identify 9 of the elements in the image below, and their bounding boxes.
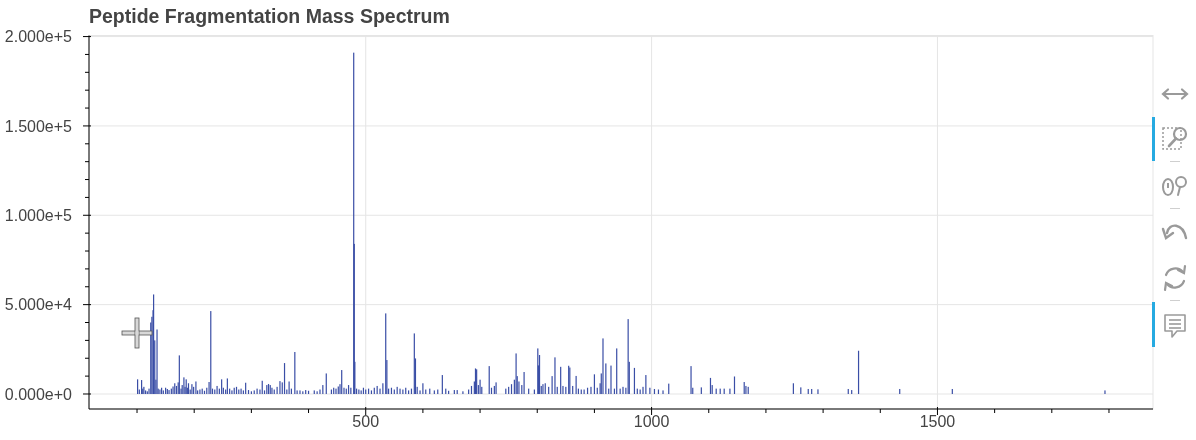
chart-title: Peptide Fragmentation Mass Spectrum (89, 5, 450, 27)
y-tick-label: 1.000e+5 (4, 206, 73, 224)
y-tick-label: 2.000e+5 (4, 28, 73, 46)
x-tick-label: 1500 (919, 413, 956, 430)
y-tick-label: 1.500e+5 (4, 117, 73, 135)
y-tick-label: 0.000e+0 (4, 385, 73, 403)
y-tick-label: 5.000e+4 (4, 296, 73, 314)
x-tick-label: 500 (352, 413, 380, 430)
x-tick-label: 1000 (633, 413, 670, 430)
